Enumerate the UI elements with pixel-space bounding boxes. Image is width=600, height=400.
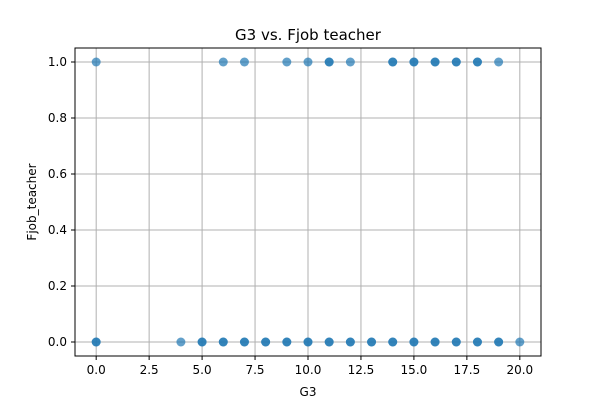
data-point [494, 57, 504, 67]
data-points [91, 57, 525, 347]
data-point [91, 337, 101, 347]
x-tick-label: 17.5 [454, 363, 481, 377]
data-point [367, 337, 377, 347]
y-axis-label: Fjob_teacher [25, 163, 39, 240]
data-point [324, 57, 334, 67]
y-tick-label: 1.0 [48, 55, 67, 69]
data-point [239, 57, 249, 67]
data-point [345, 337, 355, 347]
data-point [303, 337, 313, 347]
data-point [409, 337, 419, 347]
data-point [409, 57, 419, 67]
x-tick-label: 15.0 [401, 363, 428, 377]
y-tick-label: 0.0 [48, 335, 67, 349]
data-point [176, 337, 186, 347]
data-point [472, 57, 482, 67]
y-tick-label: 0.2 [48, 279, 67, 293]
y-tick-label: 0.6 [48, 167, 67, 181]
data-point [388, 57, 398, 67]
y-tick-label: 0.8 [48, 111, 67, 125]
x-tick-label: 7.5 [245, 363, 264, 377]
chart-title: G3 vs. Fjob teacher [235, 26, 382, 44]
data-point [218, 57, 228, 67]
x-tick-label: 0.0 [87, 363, 106, 377]
data-point [282, 57, 292, 67]
data-point [430, 337, 440, 347]
x-tick-label: 2.5 [140, 363, 159, 377]
data-point [324, 337, 334, 347]
data-point [282, 337, 292, 347]
y-tick-label: 0.4 [48, 223, 67, 237]
data-point [494, 337, 504, 347]
data-point [91, 57, 101, 67]
data-point [218, 337, 228, 347]
data-point [451, 57, 461, 67]
data-point [239, 337, 249, 347]
x-tick-label: 20.0 [506, 363, 533, 377]
data-point [388, 337, 398, 347]
x-tick-label: 12.5 [348, 363, 375, 377]
x-axis-ticks: 0.0 2.5 5.0 7.5 10.0 12.5 15.0 17.5 20.0 [87, 356, 533, 377]
y-axis-ticks: 0.0 0.2 0.4 0.6 0.8 1.0 [48, 55, 75, 349]
grid [75, 48, 541, 356]
x-axis-label: G3 [300, 385, 317, 399]
data-point [303, 57, 313, 67]
data-point [430, 57, 440, 67]
data-point [451, 337, 461, 347]
data-point [472, 337, 482, 347]
x-tick-label: 5.0 [193, 363, 212, 377]
data-point [261, 337, 271, 347]
data-point [345, 57, 355, 67]
data-point [515, 337, 525, 347]
data-point [197, 337, 207, 347]
x-tick-label: 10.0 [295, 363, 322, 377]
